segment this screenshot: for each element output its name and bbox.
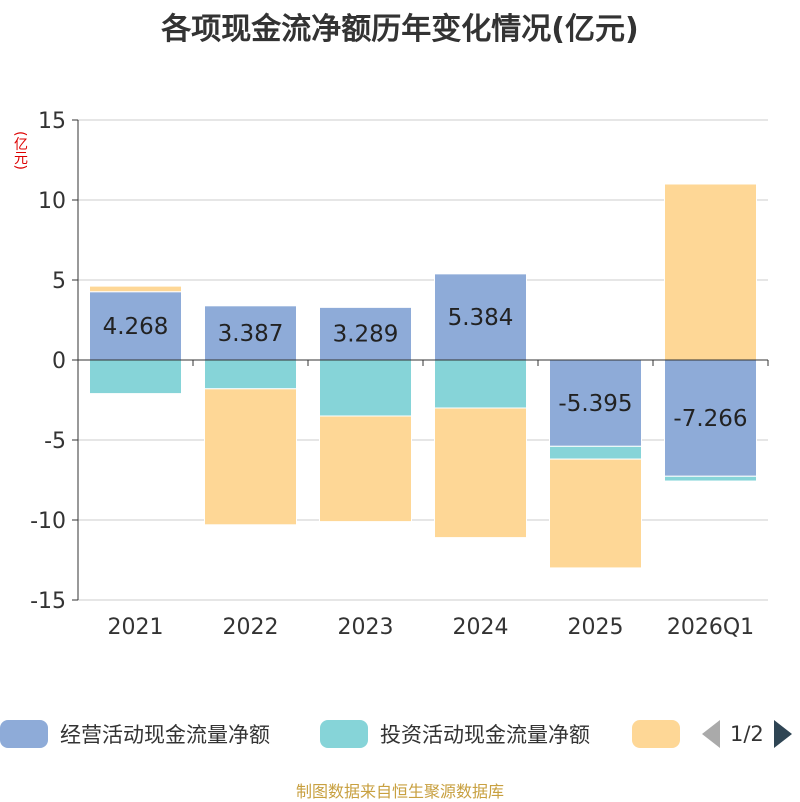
bar-series2-2025 bbox=[549, 458, 642, 569]
bar-series1-2024 bbox=[434, 359, 527, 409]
legend-label-operating: 经营活动现金流量净额 bbox=[60, 723, 270, 747]
legend-swatch-investing bbox=[320, 720, 368, 748]
x-tick-label: 2026Q1 bbox=[667, 615, 754, 640]
chart-title: 各项现金流净额历年变化情况(亿元) bbox=[161, 12, 639, 47]
bar-series2-2023 bbox=[319, 415, 412, 523]
y-axis-unit: (亿元) bbox=[12, 130, 28, 170]
bar-series0-2026Q1 bbox=[664, 359, 757, 477]
data-label-2024: 5.384 bbox=[448, 305, 514, 331]
x-tick-label: 2021 bbox=[108, 615, 164, 640]
data-label-2026Q1: -7.266 bbox=[673, 406, 747, 432]
data-label-2021: 4.268 bbox=[103, 314, 169, 340]
x-tick-label: 2022 bbox=[223, 615, 279, 640]
y-tick-label: 5 bbox=[52, 269, 66, 294]
legend-prev-arrow-icon[interactable] bbox=[702, 720, 720, 748]
y-tick-label: -10 bbox=[30, 509, 66, 534]
y-tick-label: 0 bbox=[52, 349, 66, 374]
x-tick-label: 2024 bbox=[453, 615, 509, 640]
legend-item-investing[interactable]: 投资活动现金流量净额 bbox=[320, 716, 590, 752]
chart-plot: 15 10 5 0 -5 -10 -15 2021 2022 2023 2024 2025 2026Q1… bbox=[30, 109, 769, 640]
data-label-2025: -5.395 bbox=[558, 391, 632, 417]
bar-series2-2021 bbox=[89, 285, 182, 293]
bar-series1-2022 bbox=[204, 359, 297, 390]
data-label-2022: 3.387 bbox=[218, 321, 284, 347]
chart-legend: 经营活动现金流量净额 投资活动现金流量净额 1/2 bbox=[0, 716, 800, 752]
legend-item-operating[interactable]: 经营活动现金流量净额 bbox=[0, 716, 270, 752]
legend-swatch-operating bbox=[0, 720, 48, 748]
bar-series2-2022 bbox=[204, 388, 297, 526]
bar-series0-2025 bbox=[549, 359, 642, 447]
y-tick-label: 10 bbox=[38, 189, 66, 214]
data-label-2023: 3.289 bbox=[333, 322, 399, 348]
bar-series0-2021 bbox=[89, 291, 182, 361]
bar-series1-2023 bbox=[319, 359, 412, 417]
bar-series2-2026Q1 bbox=[664, 183, 757, 361]
legend-page-indicator: 1/2 bbox=[730, 722, 764, 746]
legend-swatch-financing bbox=[632, 720, 680, 748]
y-tick-label: -15 bbox=[30, 589, 66, 614]
bar-series1-2026Q1 bbox=[664, 475, 757, 482]
bar-series1-2021 bbox=[89, 359, 182, 395]
data-source-footer: 制图数据来自恒生聚源数据库 bbox=[295, 782, 504, 801]
y-tick-label: -5 bbox=[44, 429, 66, 454]
legend-item-financing[interactable] bbox=[632, 716, 692, 752]
x-tick-label: 2025 bbox=[568, 615, 624, 640]
x-tick-label: 2023 bbox=[338, 615, 394, 640]
legend-pager: 1/2 bbox=[702, 716, 792, 752]
legend-label-investing: 投资活动现金流量净额 bbox=[380, 723, 590, 747]
bar-series1-2025 bbox=[549, 445, 642, 460]
legend-next-arrow-icon[interactable] bbox=[773, 720, 792, 748]
y-tick-label: 15 bbox=[38, 109, 66, 134]
bar-series2-2024 bbox=[434, 407, 527, 539]
